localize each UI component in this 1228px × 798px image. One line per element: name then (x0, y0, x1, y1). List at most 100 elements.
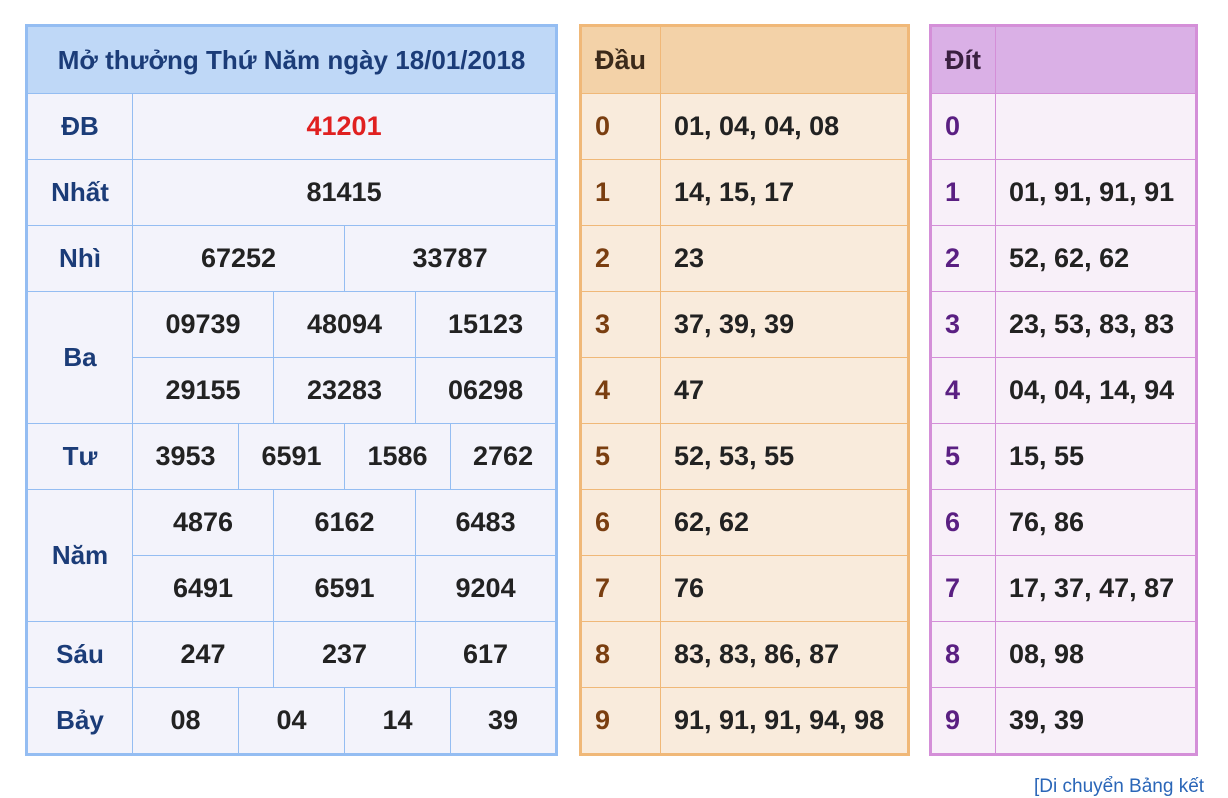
dau-header: Đầu (580, 25, 661, 94)
prize-label-tu: Tư (26, 423, 133, 490)
dit-row: 5 15, 55 (930, 423, 1197, 490)
prize-value: 08 (132, 687, 239, 755)
prize-value: 4876 (132, 489, 274, 556)
prize-value: 6591 (238, 423, 345, 490)
prize-value: 33787 (343, 225, 558, 292)
prize-label-ba: Ba (26, 291, 133, 424)
dit-row: 6 76, 86 (930, 489, 1197, 556)
dit-table: Đít 0 1 01, 91, 91, 91 2 52, 62, 62 3 23, 5… (929, 24, 1198, 756)
prize-label-sau: Sáu (26, 621, 133, 688)
prize-value: 29155 (132, 357, 274, 424)
prize-value: 617 (414, 621, 558, 688)
prize-row-nam: Năm 4876 6162 6483 (26, 489, 558, 622)
dit-values: 76, 86 (995, 489, 1197, 556)
prize-value: 67252 (132, 225, 345, 292)
dau-table: Đầu 0 01, 04, 04, 08 1 14, 15, 17 2 23 3 37,… (579, 24, 910, 756)
dau-values: 52, 53, 55 (660, 423, 909, 490)
dau-row: 7 76 (580, 555, 909, 622)
prize-value: 6591 (273, 555, 416, 622)
move-table-link[interactable]: [Di chuyển Bảng kết (1034, 776, 1205, 797)
prize-value: 237 (273, 621, 416, 688)
dau-values: 01, 04, 04, 08 (660, 93, 909, 160)
dau-key: 3 (580, 291, 661, 358)
prize-value: 6162 (273, 489, 416, 556)
dau-values: 14, 15, 17 (660, 159, 909, 226)
prize-row-nhat: Nhất 81415 (26, 159, 558, 226)
dit-key: 9 (930, 687, 996, 755)
dit-row: 4 04, 04, 14, 94 (930, 357, 1197, 424)
dau-key: 6 (580, 489, 661, 556)
prize-value: 06298 (414, 357, 558, 424)
prize-row-ba: Ba 09739 48094 15123 (26, 291, 558, 424)
dit-values: 04, 04, 14, 94 (995, 357, 1197, 424)
prize-value: 14 (344, 687, 451, 755)
dau-values: 62, 62 (660, 489, 909, 556)
dit-row: 9 39, 39 (930, 687, 1197, 755)
dau-values: 76 (660, 555, 909, 622)
results-table: Mở thưởng Thứ Năm ngày 18/01/2018 ĐB 412… (25, 24, 559, 756)
dit-values: 17, 37, 47, 87 (995, 555, 1197, 622)
dau-values: 37, 39, 39 (660, 291, 909, 358)
dit-values: 39, 39 (995, 687, 1197, 755)
dau-row: 1 14, 15, 17 (580, 159, 909, 226)
dit-key: 0 (930, 93, 996, 160)
prize-row-bay: Bảy 08 04 14 39 (26, 687, 558, 755)
dau-values: 91, 91, 91, 94, 98 (660, 687, 909, 755)
dau-row: 5 52, 53, 55 (580, 423, 909, 490)
prize-value: 15123 (414, 291, 558, 358)
dit-header: Đít (930, 25, 996, 94)
prize-value: 23283 (273, 357, 416, 424)
dit-row: 1 01, 91, 91, 91 (930, 159, 1197, 226)
prize-row-ba-2: 29155 23283 06298 (27, 357, 558, 424)
dit-row: 7 17, 37, 47, 87 (930, 555, 1197, 622)
dau-row: 8 83, 83, 86, 87 (580, 621, 909, 688)
prize-value: 39 (449, 687, 558, 755)
dau-key: 5 (580, 423, 661, 490)
dau-key: 1 (580, 159, 661, 226)
dit-values (995, 93, 1197, 160)
dit-row: 0 (930, 93, 1197, 160)
prize-label-bay: Bảy (26, 687, 133, 755)
dit-values: 23, 53, 83, 83 (995, 291, 1197, 358)
dit-key: 3 (930, 291, 996, 358)
dit-row: 2 52, 62, 62 (930, 225, 1197, 292)
results-title: Mở thưởng Thứ Năm ngày 18/01/2018 (25, 25, 558, 94)
dau-key: 9 (580, 687, 661, 755)
dau-values: 23 (660, 225, 909, 292)
dau-values: 47 (660, 357, 909, 424)
prize-label-nam: Năm (26, 489, 133, 622)
dit-values: 15, 55 (995, 423, 1197, 490)
dau-row: 0 01, 04, 04, 08 (580, 93, 909, 160)
prize-label-nhi: Nhì (26, 225, 133, 292)
prize-value: 81415 (131, 159, 558, 226)
dau-row: 4 47 (580, 357, 909, 424)
special-prize-value: 41201 (131, 93, 558, 160)
prize-row-nhi: Nhì 67252 33787 (26, 225, 558, 292)
dit-key: 2 (930, 225, 996, 292)
dau-key: 4 (580, 357, 661, 424)
dau-key: 2 (580, 225, 661, 292)
prize-value: 1586 (344, 423, 451, 490)
prize-row-db: ĐB 41201 (26, 93, 558, 160)
dit-key: 7 (930, 555, 996, 622)
prize-label-db: ĐB (26, 93, 133, 160)
prize-value: 247 (132, 621, 274, 688)
dit-header-blank (995, 25, 1197, 94)
dit-values: 52, 62, 62 (995, 225, 1197, 292)
dau-key: 0 (580, 93, 661, 160)
dau-row: 3 37, 39, 39 (580, 291, 909, 358)
dau-key: 8 (580, 621, 661, 688)
prize-row-tu: Tư 3953 6591 1586 2762 (26, 423, 558, 490)
prize-value: 3953 (132, 423, 239, 490)
dau-key: 7 (580, 555, 661, 622)
prize-value: 09739 (132, 291, 274, 358)
prize-row-sau: Sáu 247 237 617 (26, 621, 558, 688)
dit-row: 8 08, 98 (930, 621, 1197, 688)
dau-row: 6 62, 62 (580, 489, 909, 556)
prize-value: 9204 (414, 555, 558, 622)
dit-row: 3 23, 53, 83, 83 (930, 291, 1197, 358)
prize-value: 2762 (449, 423, 558, 490)
prize-label-nhat: Nhất (26, 159, 133, 226)
dit-key: 6 (930, 489, 996, 556)
prize-value: 48094 (273, 291, 416, 358)
